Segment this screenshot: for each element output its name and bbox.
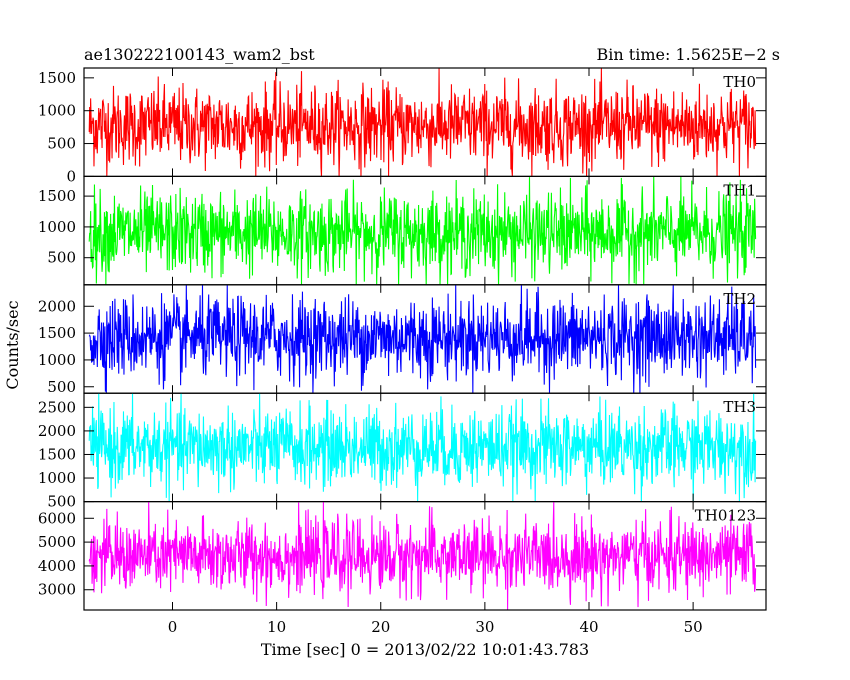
series-line-th0 [88,68,757,177]
chart-title: ae130222100143_wam2_bst [84,45,315,64]
panel-th0123: 3000 4000 5000 6000 TH0123 [38,501,767,611]
series-line-th1 [88,176,757,285]
panel-th0: 0 500 1000 1500 TH0 [38,67,767,185]
x-axis: 0 10 20 30 40 50 [168,618,703,636]
y-tick-label: 4000 [38,557,76,575]
series-line-th3 [88,393,757,502]
x-tick-label: 40 [579,618,598,636]
y-tick-label: 5000 [38,533,76,551]
x-tick-label: 10 [267,618,286,636]
y-tick-label: 1500 [38,69,76,87]
y-tick-label: 1000 [38,102,76,120]
y-tick-label: 1000 [38,218,76,236]
x-axis-label: Time [sec] 0 = 2013/02/22 10:01:43.783 [261,640,589,659]
y-tick-label: 6000 [38,509,76,527]
y-tick-label: 0 [66,167,76,185]
y-tick-label: 1500 [38,187,76,205]
x-tick-label: 30 [475,618,494,636]
x-tick-label: 0 [168,618,178,636]
panel-th2: 500 1000 1500 2000 TH2 [38,284,767,396]
panel-frame [83,501,767,611]
y-tick-label: 1500 [38,445,76,463]
x-tick-label: 50 [684,618,703,636]
y-tick-label: 1000 [38,351,76,369]
y-tick-label: 500 [47,493,76,511]
series-line-th2 [88,284,757,394]
y-tick-label: 2000 [38,297,76,315]
y-tick-label: 500 [47,249,76,267]
y-tick-label: 3000 [38,581,76,599]
panel-label-th3: TH3 [723,398,756,416]
panel-th1: 500 1000 1500 TH1 [38,175,767,286]
y-axis-label: Counts/sec [3,300,22,389]
y-tick-label: 500 [47,378,76,396]
panel-label-th2: TH2 [723,290,756,308]
panels-group: 0 500 1000 1500 TH0 500 1000 1500 TH1 500 1000 1500… [38,67,767,611]
bin-time-label: Bin time: 1.5625E−2 s [597,45,780,64]
y-tick-label: 2000 [38,422,76,440]
panel-th3: 500 1000 1500 2000 2500 TH3 [38,392,767,511]
y-tick-label: 2500 [38,398,76,416]
series-line-th0123 [88,501,757,611]
y-tick-label: 1000 [38,469,76,487]
panel-label-th0123: TH0123 [695,507,756,525]
y-tick-label: 500 [47,135,76,153]
panel-label-th1: TH1 [723,181,756,199]
panel-label-th0: TH0 [723,73,756,91]
x-tick-label: 20 [371,618,390,636]
y-tick-label: 1500 [38,324,76,342]
